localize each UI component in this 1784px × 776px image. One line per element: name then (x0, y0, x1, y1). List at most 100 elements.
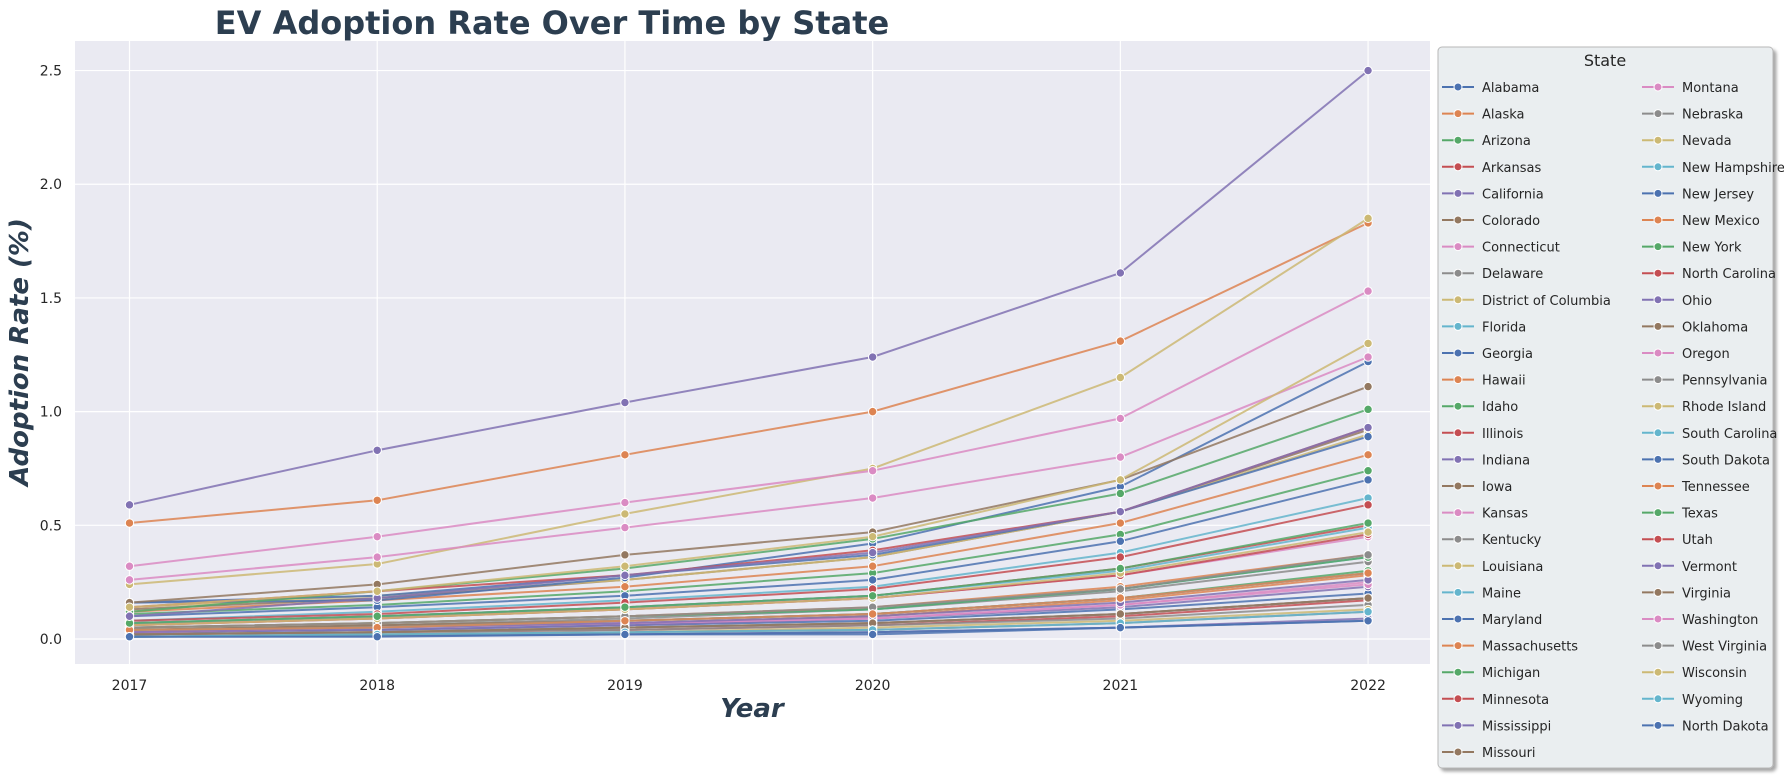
legend-marker (1453, 401, 1463, 411)
series-vermont (124, 422, 1373, 621)
data-point (620, 522, 630, 533)
x-tick-label: 2017 (112, 678, 148, 694)
legend-label: District of Columbia (1482, 294, 1611, 309)
data-point (867, 352, 878, 362)
legend-label: Wisconsin (1682, 666, 1747, 681)
legend-label: Tennessee (1681, 480, 1750, 495)
legend-item: New Jersey (1642, 187, 1754, 202)
data-point (1363, 518, 1373, 528)
legend-marker (1653, 321, 1663, 331)
legend-marker (1453, 481, 1463, 491)
series-oregon (124, 286, 1373, 571)
data-point (867, 531, 878, 542)
x-tick-label: 2021 (1103, 678, 1139, 694)
series-line (129, 619, 1369, 638)
legend-label: Montana (1682, 81, 1739, 96)
series-line (129, 469, 1369, 615)
data-point (1363, 527, 1373, 537)
legend-label: Iowa (1482, 480, 1512, 495)
data-point (1363, 381, 1373, 392)
series-line (129, 221, 1369, 524)
legend-item: North Dakota (1642, 719, 1769, 734)
legend-label: Wyoming (1682, 693, 1743, 708)
legend-label: Idaho (1482, 400, 1518, 415)
legend-label: Pennsylvania (1682, 374, 1767, 389)
legend-label: Connecticut (1482, 241, 1560, 256)
data-point (620, 450, 630, 460)
legend-label: Colorado (1482, 214, 1540, 229)
data-point (1363, 568, 1373, 578)
chart-title: EV Adoption Rate Over Time by State (215, 4, 889, 42)
legend-item: Indiana (1442, 453, 1530, 468)
data-point (1363, 466, 1373, 476)
series-line (129, 503, 1369, 622)
legend-item: South Dakota (1642, 453, 1770, 468)
legend-marker (1653, 481, 1663, 491)
legend-item: Florida (1442, 320, 1526, 335)
legend-marker (1653, 428, 1663, 438)
legend-label: Illinois (1482, 427, 1523, 442)
data-point (1115, 584, 1126, 594)
legend-marker (1453, 135, 1463, 145)
legend-item: Missouri (1442, 746, 1536, 761)
legend-marker (1653, 508, 1663, 518)
legend-label: North Carolina (1682, 267, 1776, 282)
series-texas (124, 518, 1373, 628)
legend-label: Massachusetts (1482, 640, 1578, 655)
legend-label: Arizona (1482, 134, 1531, 149)
data-point (1363, 404, 1373, 415)
legend-item: North Carolina (1642, 267, 1776, 282)
legend-label: Michigan (1482, 666, 1540, 681)
y-tick-label: 2.0 (40, 177, 62, 193)
data-point (867, 575, 878, 585)
legend-marker (1453, 641, 1463, 651)
data-point (1363, 422, 1373, 433)
series-line (129, 453, 1369, 613)
data-point (620, 602, 630, 612)
data-point (1363, 338, 1373, 349)
legend-label: Alaska (1482, 108, 1525, 123)
legend-label: Missouri (1482, 746, 1536, 761)
legend-label: Louisiana (1482, 560, 1543, 575)
legend-marker (1453, 268, 1463, 278)
legend-box (1437, 46, 1774, 769)
legend-item: Hawaii (1442, 374, 1526, 389)
legend-item: Alaska (1442, 108, 1525, 123)
legend-marker (1653, 614, 1663, 624)
series-line (129, 572, 1369, 631)
series-line (129, 531, 1369, 627)
legend-marker (1453, 508, 1463, 518)
data-point (867, 493, 878, 503)
data-point (372, 632, 382, 642)
data-point (620, 397, 630, 408)
legend-marker (1453, 348, 1463, 358)
legend-marker (1653, 215, 1663, 225)
legend-label: Hawaii (1482, 374, 1526, 389)
y-axis-ticks: 0.0 0.5 1.0 1.5 2.0 2.5 (40, 64, 62, 648)
legend-item: Kentucky (1442, 533, 1542, 548)
data-point (372, 552, 382, 562)
legend-marker (1653, 135, 1663, 145)
data-point (620, 561, 630, 571)
series-line (129, 426, 1369, 618)
legend-marker (1453, 109, 1463, 119)
data-point (867, 547, 878, 558)
legend-item: Oregon (1642, 347, 1730, 362)
legend-item: Illinois (1442, 427, 1523, 442)
legend-marker (1453, 454, 1463, 464)
y-tick-label: 1.0 (40, 405, 62, 421)
legend-item: Texas (1642, 507, 1718, 522)
y-tick-label: 0.0 (40, 632, 62, 648)
data-point (620, 550, 630, 560)
x-tick-label: 2020 (855, 678, 891, 694)
legend-label: California (1482, 187, 1544, 202)
legend-marker (1653, 162, 1663, 172)
data-point (1363, 607, 1373, 617)
series-line (129, 497, 1369, 622)
data-point (1363, 500, 1373, 510)
legend-marker (1653, 295, 1663, 305)
legend-item: Utah (1642, 533, 1713, 548)
legend-marker (1653, 188, 1663, 198)
legend-item: Nevada (1642, 134, 1732, 149)
data-point (867, 406, 878, 417)
